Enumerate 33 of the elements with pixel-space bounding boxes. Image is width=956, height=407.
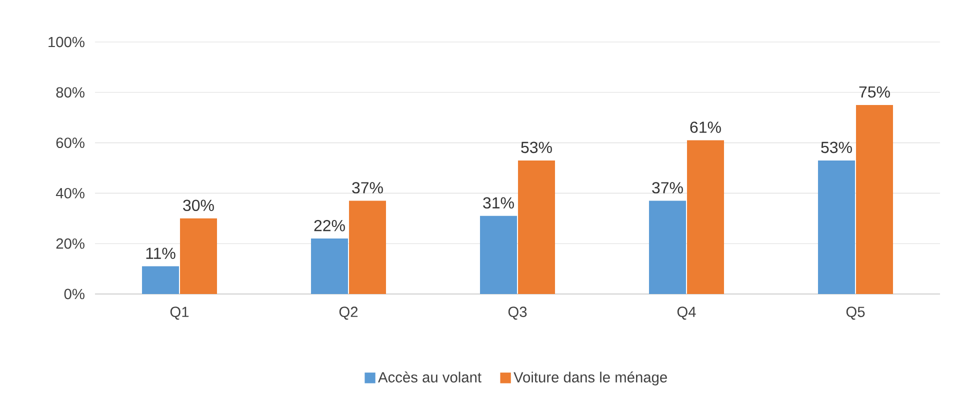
x-tick-label: Q2 <box>339 306 358 320</box>
bar <box>480 216 518 294</box>
data-label: 53% <box>821 142 852 154</box>
data-label: 37% <box>652 182 683 194</box>
legend-label: Voiture dans le ménage <box>514 372 667 386</box>
x-tick-label: Q3 <box>508 306 527 320</box>
legend-label: Accès au volant <box>378 372 482 382</box>
data-label: 11% <box>146 248 176 259</box>
y-tick-label: 80% <box>56 87 84 98</box>
data-label: 61% <box>690 122 721 133</box>
bar <box>687 140 724 294</box>
bar <box>856 105 894 294</box>
data-label: 30% <box>183 200 214 212</box>
data-label: 22% <box>314 220 345 232</box>
data-label: 75% <box>859 86 890 98</box>
y-tick-label: 100% <box>48 36 84 48</box>
y-tick-label: 0% <box>64 288 84 300</box>
y-tick-label: 40% <box>56 188 84 198</box>
data-label: 53% <box>521 142 552 154</box>
bar <box>818 160 856 294</box>
x-tick-label: Q4 <box>677 306 696 320</box>
bar <box>349 200 386 294</box>
y-tick-label: 20% <box>56 238 84 249</box>
x-tick-label: Q5 <box>846 306 865 320</box>
bar <box>180 218 217 294</box>
x-tick-label: Q1 <box>170 306 189 320</box>
data-label: 37% <box>352 182 383 194</box>
bar <box>311 238 348 294</box>
bar <box>518 160 556 294</box>
y-tick-label: 60% <box>56 138 84 148</box>
bar <box>142 266 179 294</box>
data-label: 31% <box>483 197 514 209</box>
bar <box>649 200 686 294</box>
